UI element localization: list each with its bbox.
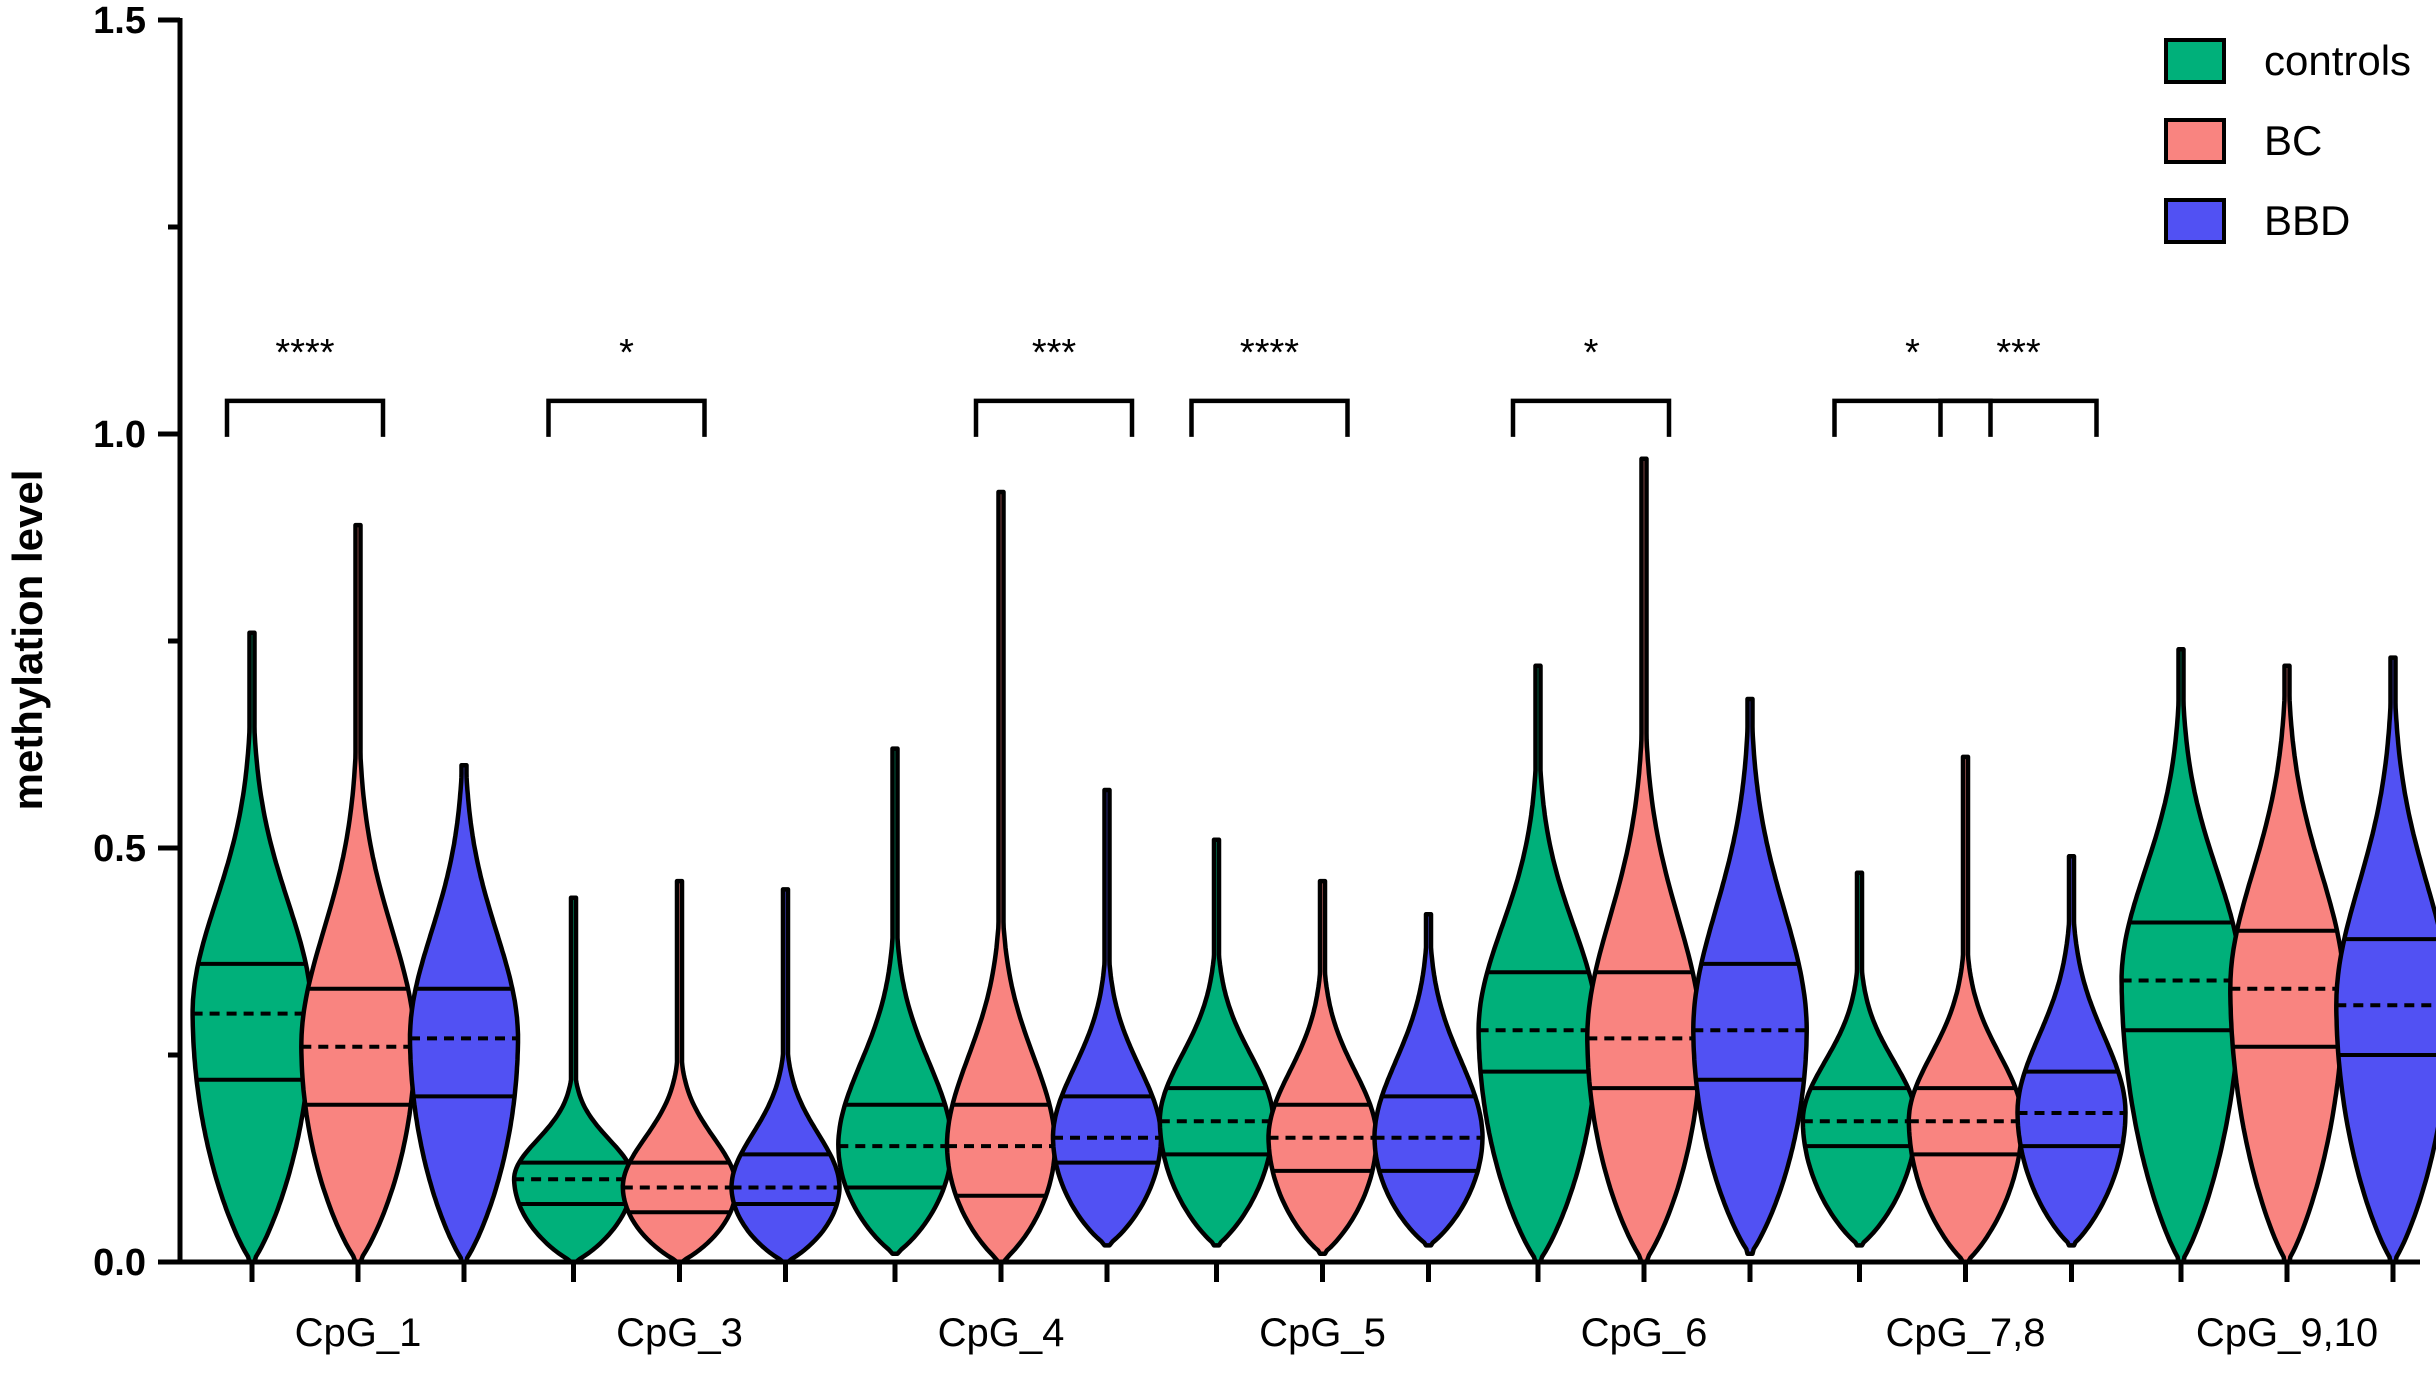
significance-bracket (973, 398, 1135, 437)
x-category-label: CpG_1 (295, 1311, 422, 1355)
violin-CpG_9,10-controls (2119, 647, 2243, 1265)
significance-bracket (546, 398, 707, 437)
legend-swatch-BC (2164, 118, 2226, 164)
violin-CpG_1-BC (299, 522, 417, 1265)
violin-CpG_6-controls (1476, 663, 1600, 1265)
x-category-label: CpG_7,8 (1885, 1311, 2045, 1355)
violin-CpG_6-BC (1585, 456, 1703, 1265)
violin-CpG_7,8-controls (1800, 870, 1919, 1248)
violin-CpG_5-BC (1266, 878, 1379, 1256)
violin-CpG_7,8-BBD (2015, 854, 2128, 1248)
significance-bracket (1938, 398, 2099, 437)
x-category-label: CpG_9,10 (2196, 1311, 2378, 1355)
significance-label: * (1584, 332, 1599, 374)
x-category-label: CpG_6 (1581, 1311, 1708, 1355)
violin-CpG_5-BBD (1372, 911, 1485, 1248)
violin-CpG_5-controls (1157, 837, 1276, 1248)
significance-bracket (1189, 398, 1350, 437)
significance-bracket (1510, 398, 1672, 437)
violin-CpG_7,8-BC (1906, 754, 2025, 1265)
legend-label-BBD: BBD (2264, 197, 2350, 244)
significance-label: *** (1996, 332, 2041, 374)
significance-bracket (1832, 398, 1993, 437)
y-tick-label: 1.0 (93, 414, 146, 456)
violins-layer (190, 456, 2436, 1265)
legend-swatch-BBD (2164, 198, 2226, 244)
violin-CpG_4-controls (836, 746, 954, 1256)
legend-label-BC: BC (2264, 117, 2322, 164)
violin-CpG_1-BBD (407, 762, 521, 1265)
legend: controls BC BBD (2164, 37, 2411, 244)
significance-label: * (1905, 332, 1920, 374)
y-tick-label: 1.5 (93, 0, 146, 42)
y-axis-label: methylation level (4, 470, 51, 811)
violin-CpG_3-BC (620, 878, 739, 1265)
significance-label: * (619, 332, 634, 374)
significance-label: *** (1032, 332, 1077, 374)
significance-label: **** (275, 332, 334, 374)
x-category-label: CpG_4 (938, 1311, 1065, 1355)
axes-layer: 0.0 0.5 1.0 1.5 CpG_1 CpG_3 CpG_4 CpG_5 CpG_6 CpG… (93, 0, 2420, 1355)
violin-CpG_6-BBD (1691, 696, 1809, 1256)
significance-label: **** (1240, 332, 1299, 374)
violin-CpG_9,10-BBD (2334, 655, 2436, 1265)
violin-CpG_3-controls (511, 895, 636, 1265)
y-tick-label: 0.5 (93, 828, 146, 870)
violin-CpG_4-BBD (1050, 787, 1164, 1248)
y-tick-label: 0.0 (93, 1242, 146, 1284)
legend-label-controls: controls (2264, 37, 2411, 84)
violin-CpG_4-BC (944, 489, 1058, 1265)
violin-CpG_9,10-BC (2228, 663, 2346, 1265)
x-category-label: CpG_5 (1259, 1311, 1386, 1355)
significance-layer: **** * *** **** * * *** (224, 332, 2099, 437)
violin-CpG_3-BBD (729, 887, 842, 1265)
significance-bracket (224, 398, 386, 437)
legend-swatch-controls (2164, 38, 2226, 84)
violin-CpG_1-controls (190, 630, 314, 1265)
x-category-label: CpG_3 (616, 1311, 743, 1355)
